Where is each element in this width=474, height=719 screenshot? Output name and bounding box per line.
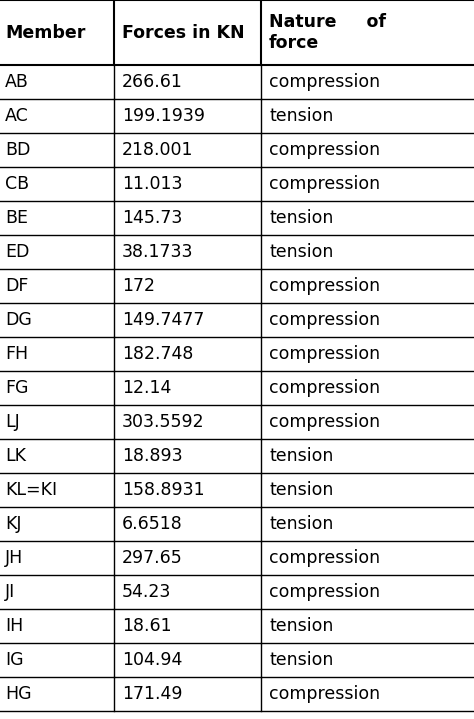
Text: 149.7477: 149.7477 xyxy=(122,311,204,329)
Text: 171.49: 171.49 xyxy=(122,685,182,703)
Text: FG: FG xyxy=(5,379,28,397)
Text: DG: DG xyxy=(5,311,32,329)
Text: 199.1939: 199.1939 xyxy=(122,107,205,125)
Text: tension: tension xyxy=(269,481,333,499)
Text: compression: compression xyxy=(269,583,380,601)
Text: 172: 172 xyxy=(122,277,155,295)
Text: LJ: LJ xyxy=(5,413,20,431)
Text: compression: compression xyxy=(269,413,380,431)
Text: 266.61: 266.61 xyxy=(122,73,183,91)
Text: compression: compression xyxy=(269,379,380,397)
Text: 38.1733: 38.1733 xyxy=(122,243,193,261)
Text: compression: compression xyxy=(269,345,380,363)
Text: compression: compression xyxy=(269,73,380,91)
Text: BE: BE xyxy=(5,209,28,227)
Text: 11.013: 11.013 xyxy=(122,175,182,193)
Text: compression: compression xyxy=(269,141,380,159)
Text: AB: AB xyxy=(5,73,29,91)
Text: IH: IH xyxy=(5,617,23,635)
Text: KJ: KJ xyxy=(5,515,21,533)
Text: Nature     of
force: Nature of force xyxy=(269,13,386,52)
Text: 104.94: 104.94 xyxy=(122,651,182,669)
Text: HG: HG xyxy=(5,685,32,703)
Text: compression: compression xyxy=(269,685,380,703)
Text: ED: ED xyxy=(5,243,29,261)
Text: tension: tension xyxy=(269,209,333,227)
Text: tension: tension xyxy=(269,515,333,533)
Text: 297.65: 297.65 xyxy=(122,549,183,567)
Text: tension: tension xyxy=(269,651,333,669)
Text: compression: compression xyxy=(269,175,380,193)
Text: JI: JI xyxy=(5,583,15,601)
Text: Forces in KN: Forces in KN xyxy=(122,24,245,42)
Text: compression: compression xyxy=(269,277,380,295)
Text: 18.893: 18.893 xyxy=(122,447,182,465)
Text: 158.8931: 158.8931 xyxy=(122,481,205,499)
Text: 12.14: 12.14 xyxy=(122,379,172,397)
Text: AC: AC xyxy=(5,107,29,125)
Text: CB: CB xyxy=(5,175,29,193)
Text: 303.5592: 303.5592 xyxy=(122,413,205,431)
Text: DF: DF xyxy=(5,277,28,295)
Text: IG: IG xyxy=(5,651,24,669)
Text: FH: FH xyxy=(5,345,28,363)
Text: 145.73: 145.73 xyxy=(122,209,182,227)
Text: tension: tension xyxy=(269,617,333,635)
Text: LK: LK xyxy=(5,447,26,465)
Text: 182.748: 182.748 xyxy=(122,345,193,363)
Text: compression: compression xyxy=(269,311,380,329)
Text: 18.61: 18.61 xyxy=(122,617,172,635)
Text: compression: compression xyxy=(269,549,380,567)
Text: tension: tension xyxy=(269,243,333,261)
Text: Member: Member xyxy=(5,24,85,42)
Text: tension: tension xyxy=(269,447,333,465)
Text: BD: BD xyxy=(5,141,30,159)
Text: 6.6518: 6.6518 xyxy=(122,515,183,533)
Text: 218.001: 218.001 xyxy=(122,141,193,159)
Text: 54.23: 54.23 xyxy=(122,583,172,601)
Text: JH: JH xyxy=(5,549,23,567)
Text: tension: tension xyxy=(269,107,333,125)
Text: KL=KI: KL=KI xyxy=(5,481,57,499)
